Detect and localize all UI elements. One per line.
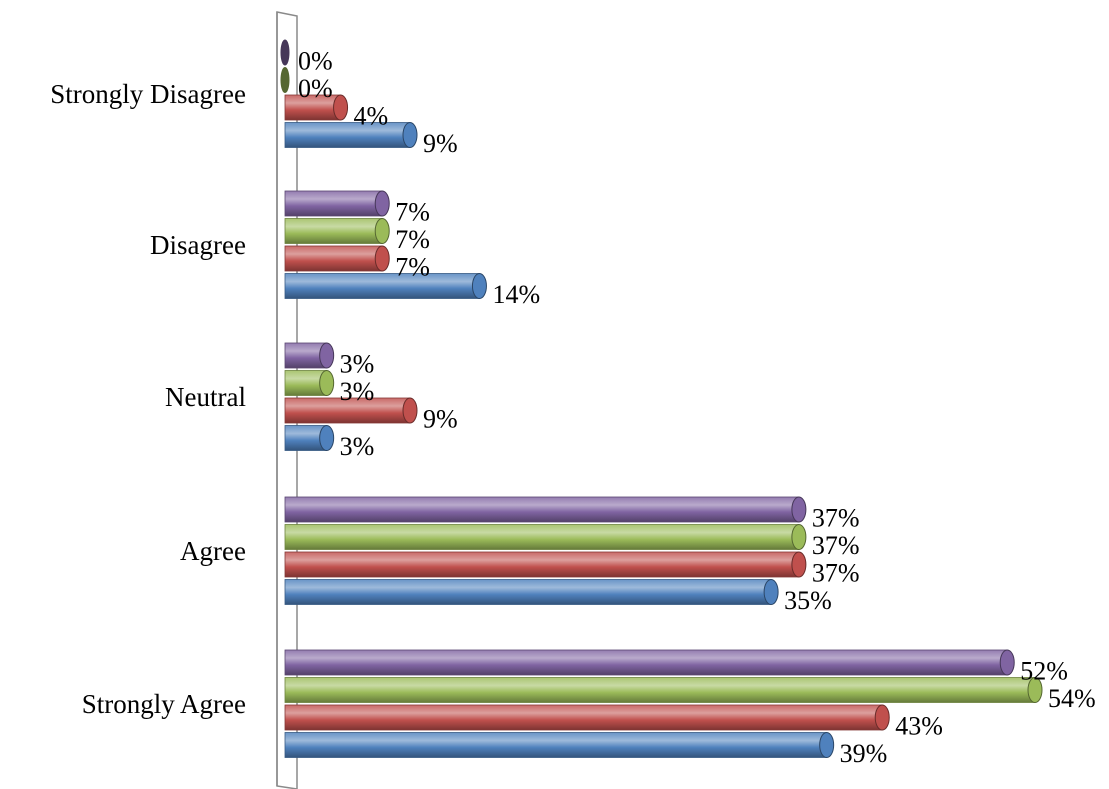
bar xyxy=(284,732,828,758)
value-label: 0% xyxy=(298,47,333,76)
bar-cap xyxy=(874,704,890,731)
bar xyxy=(284,496,800,523)
bar-cap xyxy=(819,732,835,758)
category-label: Neutral xyxy=(165,382,246,412)
bar-cap xyxy=(319,342,335,369)
bar xyxy=(284,190,383,217)
category-labels: Strongly Disagree Disagree Neutral Agree Str… xyxy=(50,79,246,719)
category-label: Disagree xyxy=(150,230,246,260)
bar-cap xyxy=(319,370,335,396)
value-label: 3% xyxy=(340,432,375,461)
bar-cap xyxy=(402,122,418,148)
bar xyxy=(284,94,341,121)
bar xyxy=(284,649,1008,676)
bar xyxy=(284,704,883,731)
bar-cap xyxy=(374,190,390,217)
category-label: Strongly Agree xyxy=(82,689,246,719)
bar-cap xyxy=(763,579,779,605)
value-label: 7% xyxy=(395,225,430,254)
value-label: 7% xyxy=(395,198,430,227)
value-label: 37% xyxy=(812,504,860,533)
bar-cap xyxy=(791,524,807,550)
bar-cap xyxy=(791,496,807,523)
bar xyxy=(284,524,800,550)
bar xyxy=(284,122,411,148)
bars xyxy=(280,39,1043,758)
value-label: 7% xyxy=(395,253,430,282)
value-label: 9% xyxy=(423,405,458,434)
bar-cap xyxy=(374,245,390,272)
value-label: 3% xyxy=(340,350,375,379)
value-label: 35% xyxy=(784,586,832,615)
bar-cap xyxy=(471,273,487,299)
bar xyxy=(284,551,800,578)
bar-cap xyxy=(280,67,290,93)
bar xyxy=(284,579,772,605)
value-label: 9% xyxy=(423,129,458,158)
value-label: 54% xyxy=(1048,684,1096,713)
bar-cap xyxy=(319,425,335,451)
bar xyxy=(284,218,383,244)
bar xyxy=(284,397,411,424)
bar-cap xyxy=(402,397,418,424)
category-label: Agree xyxy=(180,536,246,566)
value-label: 37% xyxy=(812,559,860,588)
bar-cap xyxy=(280,39,290,66)
bar xyxy=(284,677,1036,703)
value-labels: 0%0%4%9%7%7%7%14%3%3%9%3%37%37%37%35%52%… xyxy=(298,47,1096,769)
value-label: 3% xyxy=(340,377,375,406)
bar-cap xyxy=(374,218,390,244)
bar xyxy=(284,245,383,272)
value-label: 0% xyxy=(298,74,333,103)
value-label: 14% xyxy=(492,280,540,309)
bar-cap xyxy=(791,551,807,578)
category-label: Strongly Disagree xyxy=(50,79,246,109)
value-label: 4% xyxy=(354,102,389,131)
value-label: 43% xyxy=(895,712,943,741)
bar xyxy=(284,273,480,299)
value-label: 37% xyxy=(812,531,860,560)
bar-cap xyxy=(333,94,349,121)
value-label: 52% xyxy=(1020,657,1068,686)
bar-cap xyxy=(1027,677,1043,703)
bar-cap xyxy=(999,649,1015,676)
value-label: 39% xyxy=(840,739,888,768)
